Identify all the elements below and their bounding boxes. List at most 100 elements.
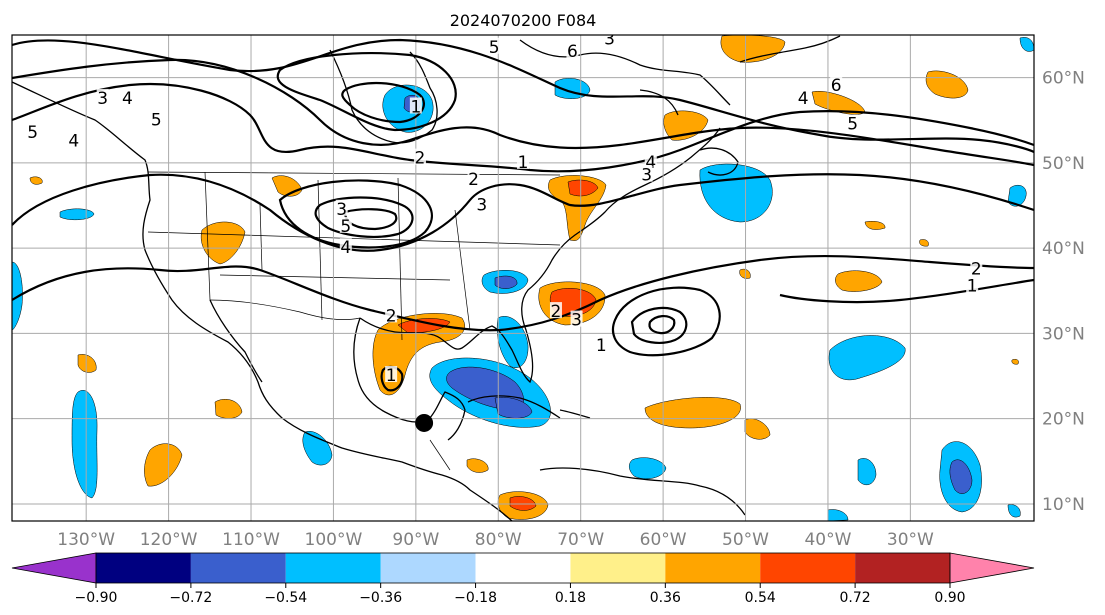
contour-label-bg [846, 114, 859, 131]
contour-label: 2 [415, 149, 426, 169]
positive-anomaly-region [739, 268, 751, 279]
positive-anomaly-region [466, 458, 489, 473]
latitude-tick-label: 40°N [1042, 239, 1085, 259]
contour-label: 4 [798, 89, 809, 109]
contour-label-bg [797, 88, 810, 105]
negative-anomaly-region [1007, 504, 1021, 518]
longitude-labels: 130°W 120°W 110°W 100°W 90°W 80°W 70°W 60°W 50°W… [57, 530, 934, 550]
contour-label: 1 [386, 366, 397, 386]
colorbar-segment [190, 553, 286, 583]
contour-label: 2 [468, 170, 479, 190]
positive-anomaly-region [744, 418, 771, 440]
contour-label: 3 [641, 166, 652, 186]
colorbar-segment [570, 553, 666, 583]
longitude-tick-label: 60°W [640, 530, 687, 550]
longitude-tick-label: 40°W [804, 530, 851, 550]
latitude-tick-label: 50°N [1042, 154, 1085, 174]
colorbar-extend-high [949, 552, 1035, 584]
positive-anomaly-region [29, 176, 43, 185]
contour-label-bg [385, 366, 398, 383]
contour-label-bg [566, 42, 579, 59]
colorbar-tick-label: −0.54 [264, 590, 307, 606]
negative-anomaly-region [494, 397, 533, 419]
contour-label-bg [570, 310, 583, 327]
contour-label: 1 [410, 97, 421, 117]
positive-anomaly-region [864, 221, 886, 230]
colorbar-frame [95, 552, 951, 584]
contour-label: 5 [151, 110, 162, 130]
contour-label: 2 [551, 302, 562, 322]
colorbar-tick-label: 0.54 [745, 590, 776, 606]
colorbar-tick-label: −0.72 [169, 590, 212, 606]
negative-anomaly-region [828, 335, 906, 380]
contour-label: 4 [340, 238, 351, 258]
longitude-tick-label: 50°W [722, 530, 769, 550]
latitude-tick-label: 20°N [1042, 410, 1085, 430]
colorbar-segment [760, 553, 856, 583]
contour-label: 1 [596, 336, 607, 356]
longitude-tick-label: 80°W [475, 530, 522, 550]
contour-label-bg [339, 216, 352, 233]
colorbar-segment [475, 553, 571, 583]
positive-anomaly-region [77, 354, 97, 373]
contour-label: 5 [847, 115, 858, 135]
contour-label-bg [467, 169, 480, 186]
latitude-tick-label: 10°N [1042, 495, 1085, 515]
contour-label-bg [603, 35, 616, 46]
negative-anomaly-region [59, 208, 95, 221]
contour-label: 2 [971, 259, 982, 279]
contour-label: 4 [122, 89, 133, 109]
longitude-tick-label: 100°W [305, 530, 363, 550]
contour-label-bg [26, 123, 39, 140]
positive-anomaly-region [835, 270, 883, 292]
negative-anomaly-region [857, 458, 877, 486]
coastlines [12, 35, 841, 521]
contour-label: 1 [518, 153, 529, 173]
colorbar-tick-label: 0.18 [555, 590, 586, 606]
negative-anomaly-region [949, 459, 973, 494]
contour-label: 4 [68, 132, 79, 152]
contour-label: 3 [604, 29, 615, 49]
contour-label-bg [409, 97, 422, 114]
longitude-tick-label: 110°W [222, 530, 280, 550]
contour-label-bg [413, 148, 426, 165]
contour-label: 1 [967, 277, 978, 297]
colorbar-tick-label: 0.72 [840, 590, 871, 606]
map-frame [11, 34, 1035, 522]
contour-label: 3 [476, 196, 487, 216]
colorbar-tick-label: −0.36 [359, 590, 402, 606]
positive-anomaly-region [919, 239, 929, 247]
contour-label: 5 [340, 217, 351, 237]
colorbar-segment [855, 553, 950, 583]
colorbar-tick-label: −0.18 [454, 590, 497, 606]
colorbar-tick-label: −0.90 [75, 590, 118, 606]
negative-anomaly-region [629, 457, 667, 479]
contour-label-bg [67, 131, 80, 148]
longitude-tick-label: 120°W [140, 530, 198, 550]
longitude-tick-label: 130°W [57, 530, 115, 550]
positive-anomaly-region [567, 179, 599, 197]
storm-position-marker [415, 413, 434, 432]
contour-label: 4 [645, 153, 656, 173]
colorbar-segment [380, 553, 476, 583]
contour-label: 3 [97, 89, 108, 109]
colorbar-segment [285, 553, 381, 583]
contour-label-bg [830, 76, 843, 93]
latitude-tick-label: 30°N [1042, 324, 1085, 344]
contour-label-bg [644, 152, 657, 169]
colorbar-tick-label: 0.36 [650, 590, 681, 606]
contour-label-bg [488, 37, 501, 54]
contour-label-bg [595, 336, 608, 353]
positive-anomaly-region [214, 399, 243, 419]
contour-label-bg [335, 199, 348, 216]
colorbar: −0.90 −0.72 −0.54 −0.36 −0.18 0.18 0.36 0.54 0.7… [11, 552, 1035, 606]
negative-anomaly-region [1019, 37, 1034, 52]
contour-label: 6 [831, 76, 842, 96]
negative-anomaly-region [827, 509, 849, 521]
colorbar-tick-label: 0.90 [934, 590, 965, 606]
contour-label-bg [385, 306, 398, 323]
contour-label: 5 [27, 123, 38, 143]
contour-label-bg [549, 302, 562, 319]
